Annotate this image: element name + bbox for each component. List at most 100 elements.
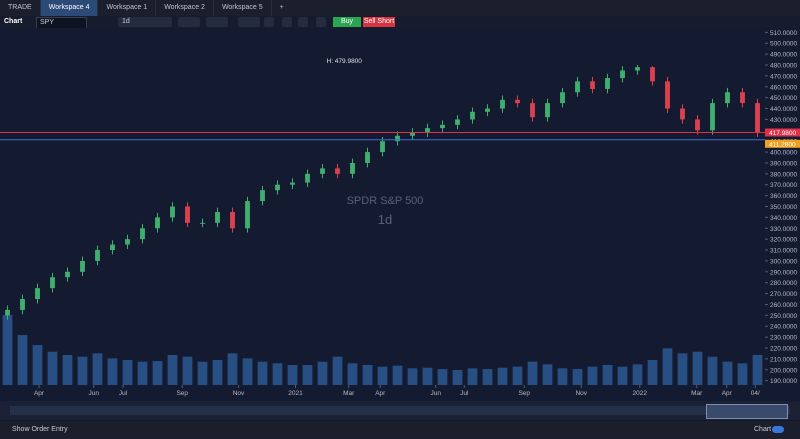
candle-body xyxy=(230,211,235,229)
x-tick-label: Jul xyxy=(460,390,469,397)
candle-body xyxy=(665,81,670,109)
candle-body xyxy=(740,92,745,104)
study-button[interactable] xyxy=(298,17,308,27)
candle-body xyxy=(545,103,550,118)
volume-bar xyxy=(62,355,73,385)
volume-bar xyxy=(137,361,148,385)
candle-body xyxy=(485,108,490,112)
y-tick-label: 270.0000 xyxy=(770,291,797,298)
watermark: SPDR S&P 500 xyxy=(347,195,424,207)
price-label-bg xyxy=(765,128,800,137)
candle-body xyxy=(170,206,175,218)
add-tab[interactable]: + xyxy=(279,4,284,11)
y-tick-label: 220.0000 xyxy=(770,345,797,352)
candle-body xyxy=(20,299,25,310)
chart-label: Chart xyxy=(754,426,772,433)
draw-button[interactable] xyxy=(178,17,200,27)
chart-type-button[interactable] xyxy=(150,17,172,27)
volume-bar xyxy=(2,315,13,385)
sell-short-button[interactable]: Sell Short xyxy=(363,17,395,27)
volume-bar xyxy=(632,364,643,385)
candle-body xyxy=(95,250,100,261)
candle-body xyxy=(335,168,340,174)
tab[interactable]: TRADE xyxy=(0,0,41,16)
candle-body xyxy=(110,244,115,251)
volume-bar xyxy=(47,351,58,385)
y-tick-label: 500.0000 xyxy=(770,41,797,48)
volume-bar xyxy=(257,361,268,385)
y-tick-label: 210.0000 xyxy=(770,356,797,363)
x-tick-label: Apr xyxy=(722,390,733,397)
candle-body xyxy=(35,288,40,300)
y-tick-label: 230.0000 xyxy=(770,335,797,342)
candle-body xyxy=(380,141,385,153)
candle-body xyxy=(275,184,280,191)
volume-bar xyxy=(317,361,328,385)
volume-bar xyxy=(467,368,478,385)
settings-button[interactable] xyxy=(316,17,326,27)
y-tick-label: 310.0000 xyxy=(770,248,797,255)
volume-bar xyxy=(122,360,133,385)
x-tick-label: 2021 xyxy=(288,390,303,397)
volume-bar xyxy=(212,360,223,385)
candle-body xyxy=(320,168,325,174)
candle-body xyxy=(500,99,505,109)
candle-body xyxy=(680,108,685,120)
x-tick-label: 04/ xyxy=(751,390,760,397)
candle-body xyxy=(185,206,190,223)
volume-bar xyxy=(77,356,88,385)
buy-button[interactable]: Buy xyxy=(333,17,361,27)
candle-body xyxy=(155,217,160,229)
candle-body xyxy=(560,92,565,104)
watermark-interval: 1d xyxy=(378,212,392,227)
y-tick-label: 510.0000 xyxy=(770,30,797,37)
volume-bar xyxy=(272,363,283,385)
x-tick-label: Jun xyxy=(89,390,100,397)
indicator-button[interactable] xyxy=(206,17,228,27)
chart-toggle[interactable] xyxy=(772,426,784,433)
candle-body xyxy=(290,182,295,185)
zoom-in[interactable] xyxy=(264,17,274,27)
volume-bar xyxy=(92,353,103,385)
price-axis-bg xyxy=(765,28,800,401)
volume-bar xyxy=(182,356,193,385)
interval-select[interactable]: 1d xyxy=(118,17,158,27)
y-tick-label: 240.0000 xyxy=(770,324,797,331)
volume-bar xyxy=(287,365,298,385)
volume-bar xyxy=(482,369,493,385)
volume-bar xyxy=(302,365,313,385)
y-tick-label: 260.0000 xyxy=(770,302,797,309)
tab[interactable]: Workspace 5 xyxy=(214,0,272,16)
volume-bar xyxy=(707,356,718,385)
tab[interactable]: Workspace 4 xyxy=(40,0,99,16)
order-entry-toggle[interactable]: Show Order Entry xyxy=(12,426,68,433)
candle-body xyxy=(260,190,265,202)
scroller[interactable] xyxy=(0,401,800,420)
line-button[interactable] xyxy=(238,17,260,27)
y-tick-label: 400.0000 xyxy=(770,150,797,157)
candle-body xyxy=(440,124,445,129)
x-tick-label: Sep xyxy=(176,390,188,397)
candle-body xyxy=(305,173,310,183)
candle-body xyxy=(200,222,205,224)
x-tick-label: Mar xyxy=(691,390,703,397)
zoom-out[interactable] xyxy=(282,17,292,27)
price-label-bg xyxy=(765,139,800,148)
price-label: 417.9800 xyxy=(769,130,796,137)
scroll-thumb[interactable] xyxy=(706,404,788,419)
y-tick-label: 390.0000 xyxy=(770,160,797,167)
y-tick-label: 250.0000 xyxy=(770,313,797,320)
candle-body xyxy=(530,103,535,118)
y-tick-label: 290.0000 xyxy=(770,269,797,276)
x-tick-label: Nov xyxy=(575,390,587,397)
tab[interactable]: Workspace 2 xyxy=(156,0,214,16)
y-tick-label: 430.0000 xyxy=(770,117,797,124)
chart: SPDR S&P 500 1d 510.0000 500.0000 490.0000… xyxy=(0,28,800,401)
y-tick-label: 280.0000 xyxy=(770,280,797,287)
candle-body xyxy=(710,103,715,131)
annotation: H: 479.9800 xyxy=(327,58,363,65)
volume-bar xyxy=(722,361,733,385)
y-tick-label: 340.0000 xyxy=(770,215,797,222)
volume-bar xyxy=(602,365,613,385)
tab[interactable]: Workspace 1 xyxy=(98,0,157,16)
